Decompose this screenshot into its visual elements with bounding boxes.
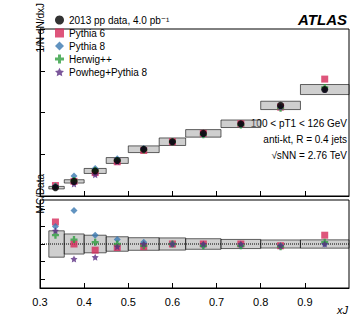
svg-text:Powheg+Pythia 8: Powheg+Pythia 8 — [69, 67, 148, 78]
svg-text:2013 pp data, 4.0 pb⁻¹: 2013 pp data, 4.0 pb⁻¹ — [69, 15, 170, 26]
svg-text:xJ: xJ — [336, 304, 349, 315]
svg-text:100 < pT1 < 126 GeV: 100 < pT1 < 126 GeV — [251, 118, 348, 129]
svg-text:Herwig++: Herwig++ — [69, 54, 112, 65]
svg-text:√sNN = 2.76 TeV: √sNN = 2.76 TeV — [271, 150, 347, 161]
svg-text:Pythia 8: Pythia 8 — [69, 41, 106, 52]
svg-text:0.5: 0.5 — [121, 296, 136, 308]
svg-text:0.9: 0.9 — [297, 296, 312, 308]
svg-text:ATLAS: ATLAS — [297, 11, 347, 28]
svg-text:0.6: 0.6 — [165, 296, 180, 308]
svg-text:0.3: 0.3 — [32, 296, 47, 308]
svg-text:Pythia 6: Pythia 6 — [69, 28, 106, 39]
svg-text:0.7: 0.7 — [209, 296, 224, 308]
svg-text:0.8: 0.8 — [253, 296, 268, 308]
svg-text:MC/Data: MC/Data — [34, 174, 46, 214]
svg-text:1/N dN/dxJ: 1/N dN/dxJ — [34, 3, 46, 53]
svg-text:anti-kt, R = 0.4 jets: anti-kt, R = 0.4 jets — [263, 134, 347, 145]
svg-text:0.4: 0.4 — [76, 296, 91, 308]
